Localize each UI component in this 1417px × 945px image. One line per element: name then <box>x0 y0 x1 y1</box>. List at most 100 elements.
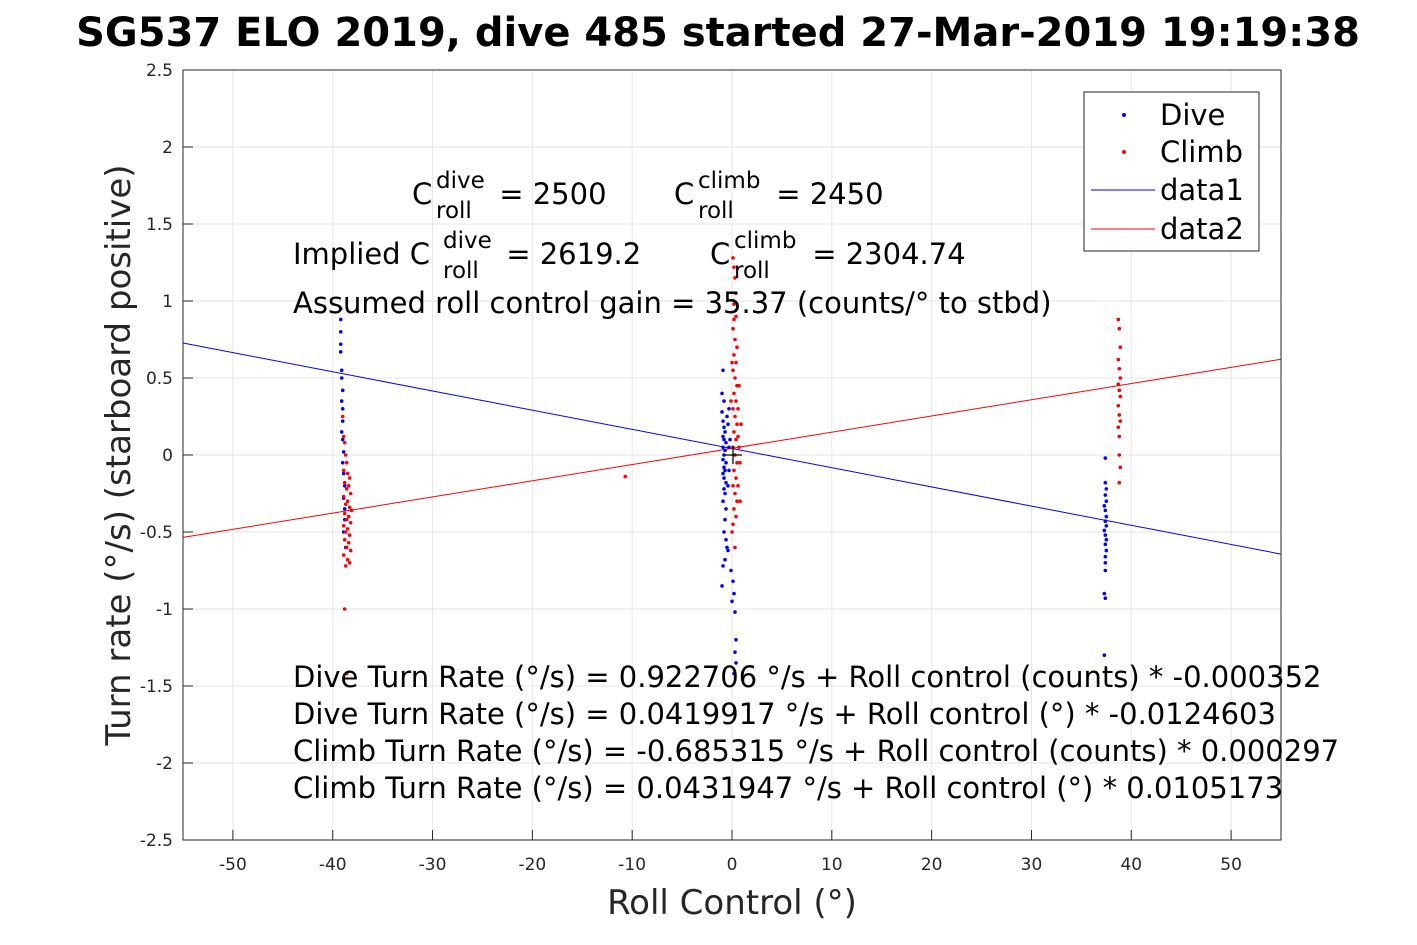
c-dive-sub: roll <box>436 198 472 224</box>
climb-point <box>736 434 740 439</box>
climb-point <box>733 414 737 419</box>
dive-point <box>732 591 736 596</box>
y-tick-label: -0.5 <box>140 523 173 543</box>
tick-labels: -50 -40 -30 -20 -10 0 10 20 30 40 50-2.5-2-1.5-1-0… <box>140 61 1242 875</box>
climb-point <box>738 499 742 504</box>
dive-point <box>339 399 344 403</box>
climb-point <box>349 508 354 513</box>
dive-point <box>721 434 725 439</box>
dive-point <box>1104 537 1109 542</box>
climb-point <box>732 507 736 511</box>
y-tick-label: 0 <box>162 446 173 466</box>
climb-point <box>732 353 736 357</box>
climb-point <box>1117 453 1122 457</box>
climb-point <box>731 407 735 411</box>
dive-point <box>724 507 728 511</box>
dive-point <box>1104 499 1109 504</box>
climb-point <box>345 499 350 504</box>
legend-data2-label: data2 <box>1160 212 1244 246</box>
climb-point <box>733 545 737 550</box>
dive-point <box>732 671 736 676</box>
x-tick-label: 20 <box>921 855 943 875</box>
dive-point <box>721 368 725 373</box>
dive-point <box>1103 493 1108 497</box>
y-tick-label: 2.5 <box>146 61 173 81</box>
climb-point <box>1116 425 1121 430</box>
dive-point <box>727 445 731 450</box>
c-dive-base: C <box>412 177 432 211</box>
x-tick-label: -40 <box>319 855 347 875</box>
climb-point <box>343 530 348 534</box>
climb-point <box>729 399 733 403</box>
climb-point <box>735 345 739 350</box>
dive-point <box>723 468 727 473</box>
dive-point <box>721 419 725 423</box>
dive-point <box>340 437 345 442</box>
y-tick-label: 1.5 <box>146 215 173 235</box>
dive-point <box>1103 554 1108 559</box>
climb-point <box>341 434 346 439</box>
climb-point <box>1117 366 1122 371</box>
climb-point <box>733 337 737 342</box>
dive-point <box>1103 561 1108 565</box>
implied-climb-sup: climb <box>734 228 796 254</box>
climb-point <box>733 276 737 280</box>
climb-point <box>1116 403 1121 408</box>
dive-point <box>722 437 726 442</box>
dive-point <box>723 557 727 562</box>
dive-point <box>340 388 345 393</box>
legend-climb-marker <box>1122 150 1126 154</box>
climb-point <box>1118 376 1123 380</box>
climb-point <box>735 499 739 504</box>
dive-point <box>338 330 343 334</box>
dive-point <box>338 317 343 322</box>
climb-point <box>348 491 353 496</box>
dive-point <box>725 545 729 550</box>
climb-point <box>737 445 741 450</box>
climb-point <box>732 468 736 473</box>
climb-point <box>732 430 736 434</box>
climb-point <box>1117 413 1122 417</box>
y-tick-label: -1 <box>156 600 173 620</box>
climb-point <box>739 422 743 427</box>
dive-point <box>1102 653 1107 657</box>
dive-point <box>722 465 726 470</box>
climb-point <box>1116 357 1121 362</box>
climb-point <box>348 520 353 525</box>
climb-point <box>734 360 738 365</box>
climb-point <box>342 440 347 445</box>
climb-point <box>1118 465 1123 470</box>
climb-point <box>1118 345 1123 350</box>
implied-prefix: Implied C <box>293 237 430 271</box>
climb-point <box>1117 388 1122 393</box>
chart-title: SG537 ELO 2019, dive 485 started 27-Mar-… <box>76 10 1360 56</box>
climb-point <box>343 564 348 568</box>
dive-point <box>340 419 345 423</box>
dive-point <box>340 460 345 465</box>
dive-point <box>728 437 732 442</box>
dive-point <box>338 350 343 354</box>
climb-point <box>1117 434 1122 439</box>
climb-point <box>340 414 345 419</box>
dive-point <box>720 410 724 414</box>
climb-point <box>344 671 349 676</box>
climb-point <box>731 368 735 373</box>
tick-marks <box>183 69 1232 841</box>
dive-point <box>734 661 738 665</box>
fit-annotation-4: Climb Turn Rate (°/s) = 0.0431947 °/s + … <box>293 771 1283 805</box>
climb-point <box>347 476 352 480</box>
dive-point <box>730 599 734 604</box>
climb-point <box>735 422 739 427</box>
x-tick-label: 40 <box>1120 855 1142 875</box>
climb-point <box>344 460 349 465</box>
climb-point <box>737 383 741 388</box>
x-axis-label: Roll Control (°) <box>607 883 857 923</box>
fit-annotation-2: Dive Turn Rate (°/s) = 0.0419917 °/s + R… <box>293 697 1276 731</box>
dive-point <box>725 414 729 419</box>
dive-point <box>338 306 343 311</box>
x-tick-label: 30 <box>1021 855 1043 875</box>
